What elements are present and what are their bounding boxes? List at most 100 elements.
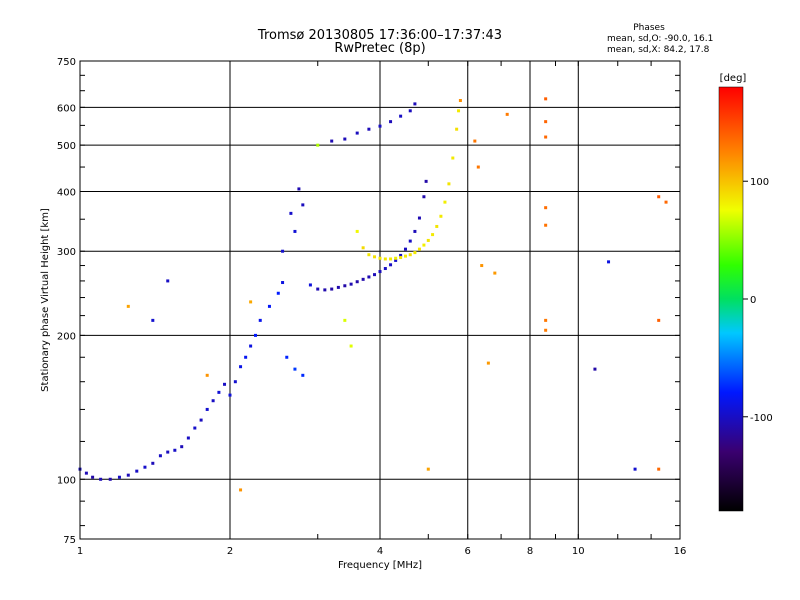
colorbar-ticks: 100 0 -100 (743, 177, 773, 424)
data-point (228, 393, 232, 397)
data-point (408, 239, 412, 243)
data-point (355, 131, 359, 135)
data-point (505, 112, 509, 116)
data-point (330, 139, 334, 143)
plot-grid (80, 61, 680, 539)
y-tick-label: 100 (57, 475, 76, 486)
data-point (336, 285, 340, 289)
colorbar-tick-label: 100 (750, 177, 769, 188)
data-point (343, 318, 347, 322)
data-point (383, 257, 387, 261)
colorbar-label: [deg] (720, 73, 747, 84)
data-point (383, 267, 387, 271)
colorbar: [deg] 100 0 -100 (718, 73, 773, 512)
data-point (544, 223, 548, 227)
data-point (439, 214, 443, 218)
data-point (476, 165, 480, 169)
data-point (205, 373, 209, 377)
data-point (544, 318, 548, 322)
data-point (413, 229, 417, 233)
y-tick-label: 75 (63, 535, 76, 546)
data-point (399, 114, 403, 118)
data-point (343, 137, 347, 141)
data-point (657, 195, 661, 199)
data-point (378, 256, 382, 260)
data-point (193, 426, 197, 430)
data-point (117, 475, 121, 479)
y-tick-label: 300 (57, 247, 76, 258)
data-point (293, 367, 297, 371)
data-point (403, 254, 407, 258)
data-point (135, 469, 139, 473)
data-point (399, 253, 403, 257)
data-point (657, 467, 661, 471)
data-point (355, 280, 359, 284)
y-tick-label: 400 (57, 187, 76, 198)
phases-heading: Phases (633, 23, 665, 33)
data-point (253, 333, 257, 337)
data-point (451, 156, 455, 160)
colorbar-tick-label: 0 (750, 295, 756, 306)
x-tick-label: 2 (227, 546, 233, 557)
data-point (308, 283, 312, 287)
data-point (143, 465, 147, 469)
data-point (211, 399, 215, 403)
y-tick-label: 500 (57, 141, 76, 152)
data-point (289, 211, 293, 215)
colorbar-gradient (718, 86, 744, 512)
data-point (173, 448, 177, 452)
data-point (417, 247, 421, 251)
data-point (244, 355, 248, 359)
plot-axes: 1 2 4 6 8 10 16 75 100 200 300 400 500 600 750 (57, 57, 686, 557)
data-point (108, 477, 112, 481)
data-point (408, 253, 412, 257)
data-point (422, 243, 426, 247)
data-point (664, 200, 668, 204)
data-point (126, 304, 130, 308)
data-point (239, 488, 243, 492)
data-point (389, 257, 393, 261)
data-point (316, 143, 320, 147)
chart-title: Tromsø 20130805 17:36:00–17:37:43 (257, 28, 502, 43)
data-point (544, 328, 548, 332)
data-point (422, 195, 426, 199)
data-point (424, 179, 428, 183)
data-point (361, 277, 365, 281)
data-point (84, 471, 88, 475)
data-point (239, 365, 243, 369)
data-point (435, 224, 439, 228)
data-point (199, 418, 203, 422)
data-point (355, 229, 359, 233)
data-point (447, 182, 451, 186)
x-tick-label: 6 (465, 546, 471, 557)
y-axis-label: Stationary phase Virtual Height [km] (40, 208, 51, 392)
data-point (330, 287, 334, 291)
data-point (493, 271, 497, 275)
phases-line-x: mean, sd,X: 84.2, 17.8 (607, 45, 710, 55)
data-point (267, 304, 271, 308)
data-point (297, 187, 301, 191)
data-point (249, 300, 253, 304)
data-point (281, 249, 285, 253)
data-point (486, 361, 490, 365)
data-point (544, 206, 548, 210)
data-point (281, 281, 285, 285)
data-point (180, 445, 184, 449)
data-point (301, 373, 305, 377)
data-point (458, 99, 462, 103)
data-point (394, 258, 398, 262)
x-tick-label: 1 (77, 546, 83, 557)
data-point (593, 367, 597, 371)
data-point (343, 284, 347, 288)
x-tick-label: 10 (572, 546, 585, 557)
y-tick-label: 200 (57, 331, 76, 342)
data-point (99, 477, 103, 481)
data-point (166, 450, 170, 454)
data-point (233, 380, 237, 384)
phases-line-o: mean, sd,O: -90.0, 16.1 (607, 34, 713, 44)
data-point (378, 270, 382, 274)
data-point (151, 461, 155, 465)
data-point (301, 203, 305, 207)
data-point (151, 318, 155, 322)
